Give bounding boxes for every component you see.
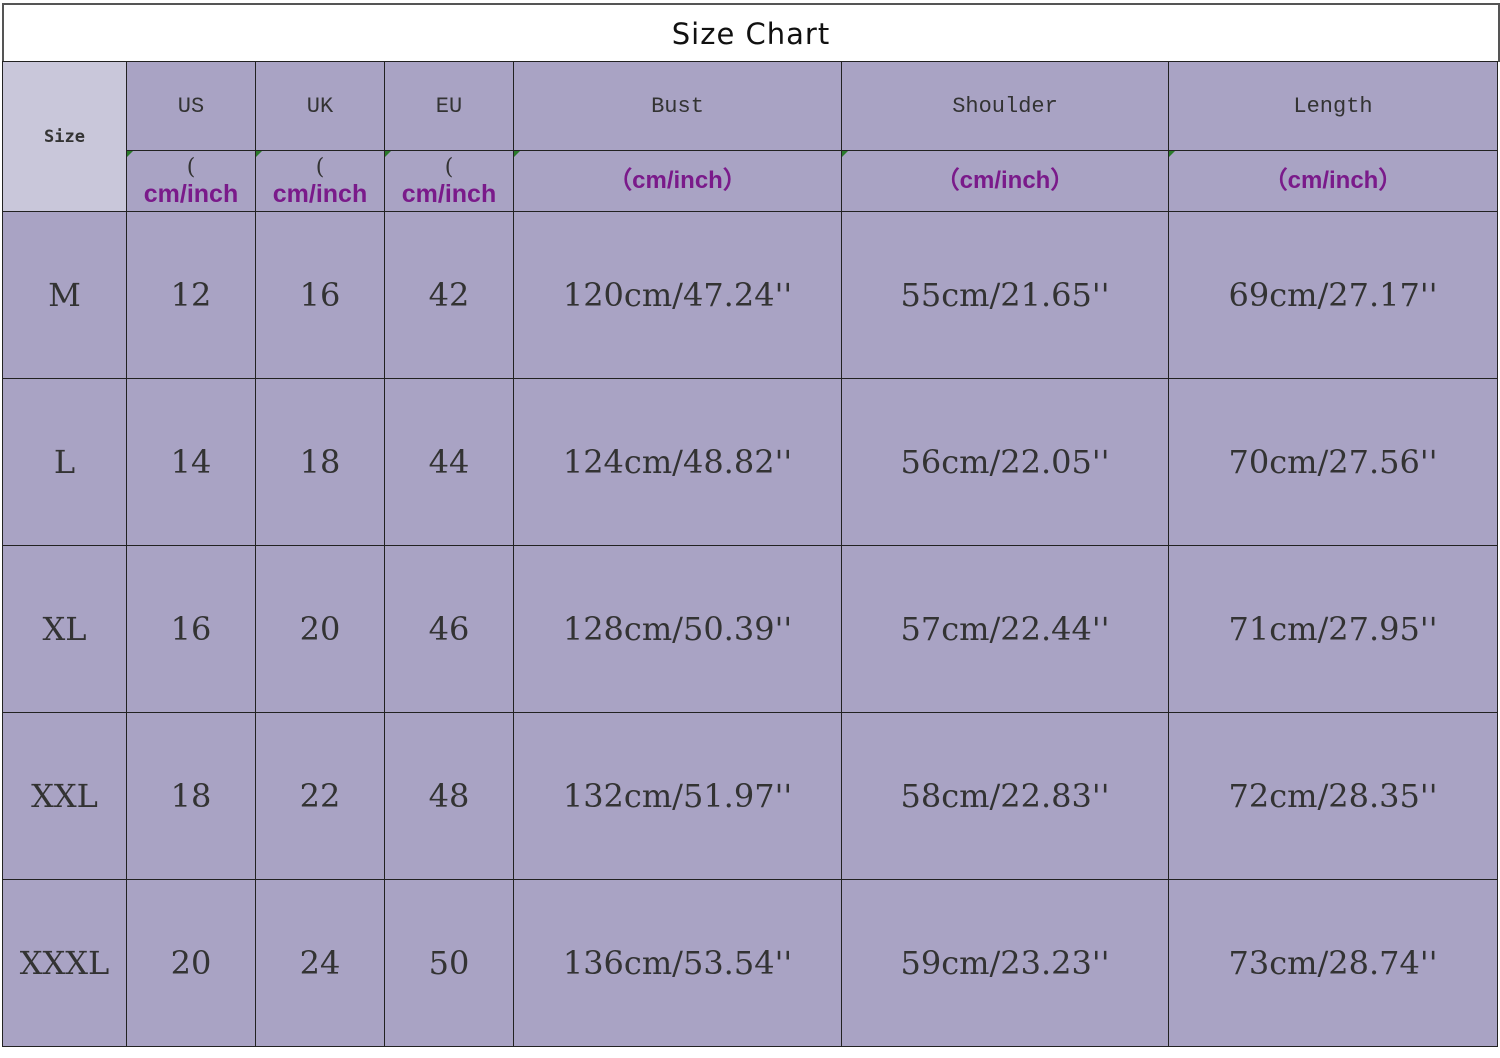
cell-us: 14 bbox=[127, 379, 256, 546]
cell-eu: 50 bbox=[385, 880, 514, 1047]
cell-size: XXXL bbox=[3, 880, 127, 1047]
cell-us: 20 bbox=[127, 880, 256, 1047]
cell-eu: 46 bbox=[385, 546, 514, 713]
page-title: Size Chart bbox=[2, 3, 1500, 62]
cell-length: 71cm/27.95'' bbox=[1169, 546, 1498, 713]
cell-shoulder: 55cm/21.65'' bbox=[842, 212, 1169, 379]
cell-shoulder: 56cm/22.05'' bbox=[842, 379, 1169, 546]
cell-uk: 16 bbox=[256, 212, 385, 379]
header-us: US bbox=[127, 62, 256, 151]
cell-shoulder: 59cm/23.23'' bbox=[842, 880, 1169, 1047]
unit-label: （cm/inch） bbox=[935, 167, 1075, 194]
cell-length: 69cm/27.17'' bbox=[1169, 212, 1498, 379]
header-eu: EU bbox=[385, 62, 514, 151]
unit-shoulder: （cm/inch） bbox=[842, 151, 1169, 212]
cell-uk: 22 bbox=[256, 713, 385, 880]
unit-bust: （cm/inch） bbox=[514, 151, 842, 212]
header-uk: UK bbox=[256, 62, 385, 151]
cell-length: 70cm/27.56'' bbox=[1169, 379, 1498, 546]
cell-us: 12 bbox=[127, 212, 256, 379]
cell-size: M bbox=[3, 212, 127, 379]
cell-shoulder: 58cm/22.83'' bbox=[842, 713, 1169, 880]
unit-label: （cm/inch） bbox=[1263, 167, 1403, 194]
unit-length: （cm/inch） bbox=[1169, 151, 1498, 212]
cell-length: 73cm/28.74'' bbox=[1169, 880, 1498, 1047]
unit-eu: (cm/inch bbox=[385, 151, 514, 212]
header-length: Length bbox=[1169, 62, 1498, 151]
cell-bust: 136cm/53.54'' bbox=[514, 880, 842, 1047]
cell-bust: 120cm/47.24'' bbox=[514, 212, 842, 379]
cell-size: XL bbox=[3, 546, 127, 713]
cell-us: 16 bbox=[127, 546, 256, 713]
unit-uk: (cm/inch bbox=[256, 151, 385, 212]
header-shoulder: Shoulder bbox=[842, 62, 1169, 151]
unit-label: cm/inch bbox=[401, 180, 497, 208]
paren: ( bbox=[444, 155, 454, 180]
cell-eu: 42 bbox=[385, 212, 514, 379]
cell-uk: 18 bbox=[256, 379, 385, 546]
size-chart-table: Size US UK EU Bust Shoulder Length (cm/i… bbox=[2, 61, 1498, 1047]
header-bust: Bust bbox=[514, 62, 842, 151]
cell-bust: 128cm/50.39'' bbox=[514, 546, 842, 713]
unit-us: (cm/inch bbox=[127, 151, 256, 212]
cell-bust: 124cm/48.82'' bbox=[514, 379, 842, 546]
unit-label: cm/inch bbox=[143, 180, 239, 208]
paren: ( bbox=[186, 155, 196, 180]
cell-length: 72cm/28.35'' bbox=[1169, 713, 1498, 880]
cell-bust: 132cm/51.97'' bbox=[514, 713, 842, 880]
cell-uk: 24 bbox=[256, 880, 385, 1047]
unit-label: cm/inch bbox=[272, 180, 368, 208]
cell-size: L bbox=[3, 379, 127, 546]
paren: ( bbox=[315, 155, 325, 180]
header-size: Size bbox=[3, 62, 127, 212]
cell-size: XXL bbox=[3, 713, 127, 880]
unit-label: （cm/inch） bbox=[608, 167, 747, 194]
cell-eu: 48 bbox=[385, 713, 514, 880]
cell-eu: 44 bbox=[385, 379, 514, 546]
cell-us: 18 bbox=[127, 713, 256, 880]
cell-shoulder: 57cm/22.44'' bbox=[842, 546, 1169, 713]
cell-uk: 20 bbox=[256, 546, 385, 713]
